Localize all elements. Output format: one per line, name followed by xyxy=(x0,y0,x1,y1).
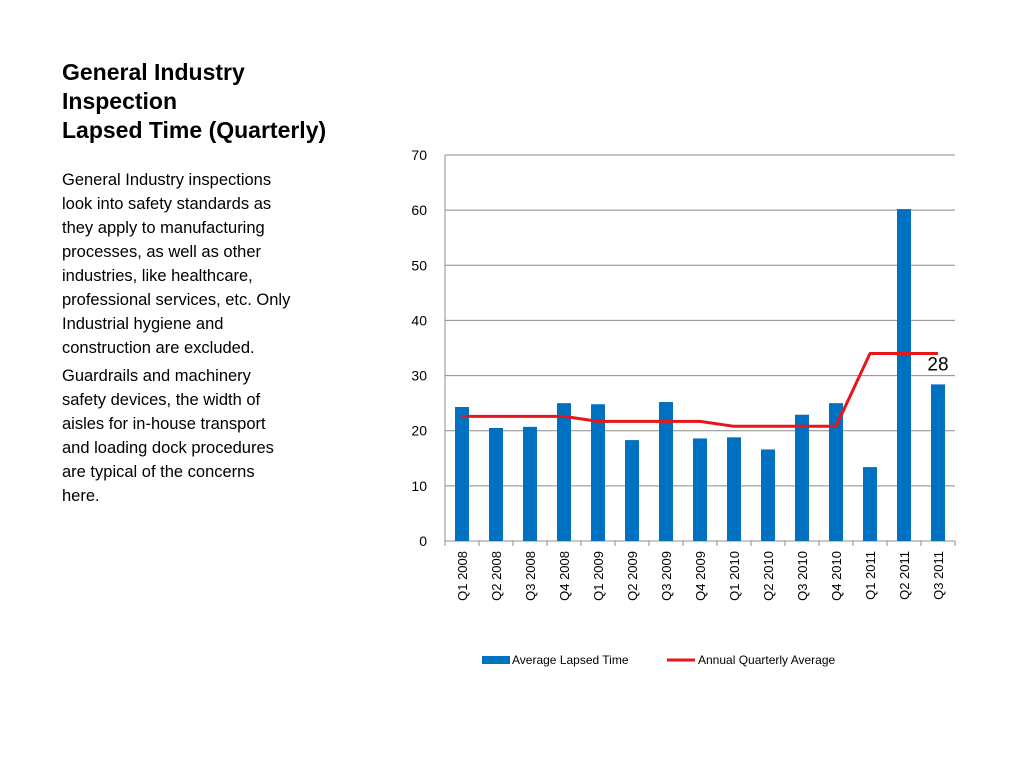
y-tick-label: 30 xyxy=(411,368,427,384)
bar xyxy=(897,209,911,542)
x-tick-label: Q1 2008 xyxy=(455,551,470,601)
x-tick-label: Q2 2008 xyxy=(489,551,504,601)
bar xyxy=(931,384,945,541)
bar xyxy=(489,427,503,541)
bar xyxy=(523,426,537,541)
slide-body-text: General Industry inspections look into s… xyxy=(62,168,294,512)
bar xyxy=(659,402,673,541)
legend-label: Annual Quarterly Average xyxy=(698,653,836,667)
x-tick-label: Q3 2008 xyxy=(523,551,538,601)
y-tick-label: 10 xyxy=(411,478,427,494)
x-tick-label: Q3 2011 xyxy=(931,551,946,600)
series-line xyxy=(462,352,938,428)
x-tick-label: Q3 2009 xyxy=(659,551,674,601)
x-tick-label: Q4 2010 xyxy=(829,551,844,601)
body-paragraph: General Industry inspections look into s… xyxy=(62,171,291,357)
x-tick-label: Q3 2010 xyxy=(795,551,810,601)
bar xyxy=(455,407,469,541)
title-line: General Industry xyxy=(62,59,245,85)
y-tick-label: 60 xyxy=(411,202,427,218)
bar xyxy=(625,440,639,541)
bar xyxy=(693,438,707,541)
bar xyxy=(591,404,605,541)
x-tick-label: Q1 2009 xyxy=(591,551,606,601)
x-tick-label: Q1 2011 xyxy=(863,551,878,600)
bar xyxy=(761,449,775,541)
title-line: Lapsed Time (Quarterly) xyxy=(62,117,327,143)
slide-title: General Industry Inspection Lapsed Time … xyxy=(62,58,382,145)
y-tick-label: 70 xyxy=(411,147,427,163)
y-tick-label: 20 xyxy=(411,423,427,439)
x-tick-label: Q2 2009 xyxy=(625,551,640,601)
bar xyxy=(727,437,741,541)
y-tick-label: 40 xyxy=(411,312,427,328)
x-tick-label: Q4 2008 xyxy=(557,551,572,601)
legend-label: Average Lapsed Time xyxy=(512,653,629,667)
y-tick-label: 0 xyxy=(419,533,427,549)
data-annotation: 28 xyxy=(927,355,948,376)
bar xyxy=(829,403,843,541)
x-tick-label: Q4 2009 xyxy=(693,551,708,601)
y-tick-label: 50 xyxy=(411,257,427,273)
legend-swatch-bar xyxy=(482,656,510,664)
bar xyxy=(795,414,809,541)
bar xyxy=(863,467,877,541)
x-tick-label: Q1 2010 xyxy=(727,551,742,601)
title-line: Inspection xyxy=(62,88,178,114)
x-tick-label: Q2 2011 xyxy=(897,551,912,600)
x-tick-label: Q2 2010 xyxy=(761,551,776,601)
body-paragraph: Guardrails and machinery safety devices,… xyxy=(62,367,274,505)
bar xyxy=(557,403,571,541)
